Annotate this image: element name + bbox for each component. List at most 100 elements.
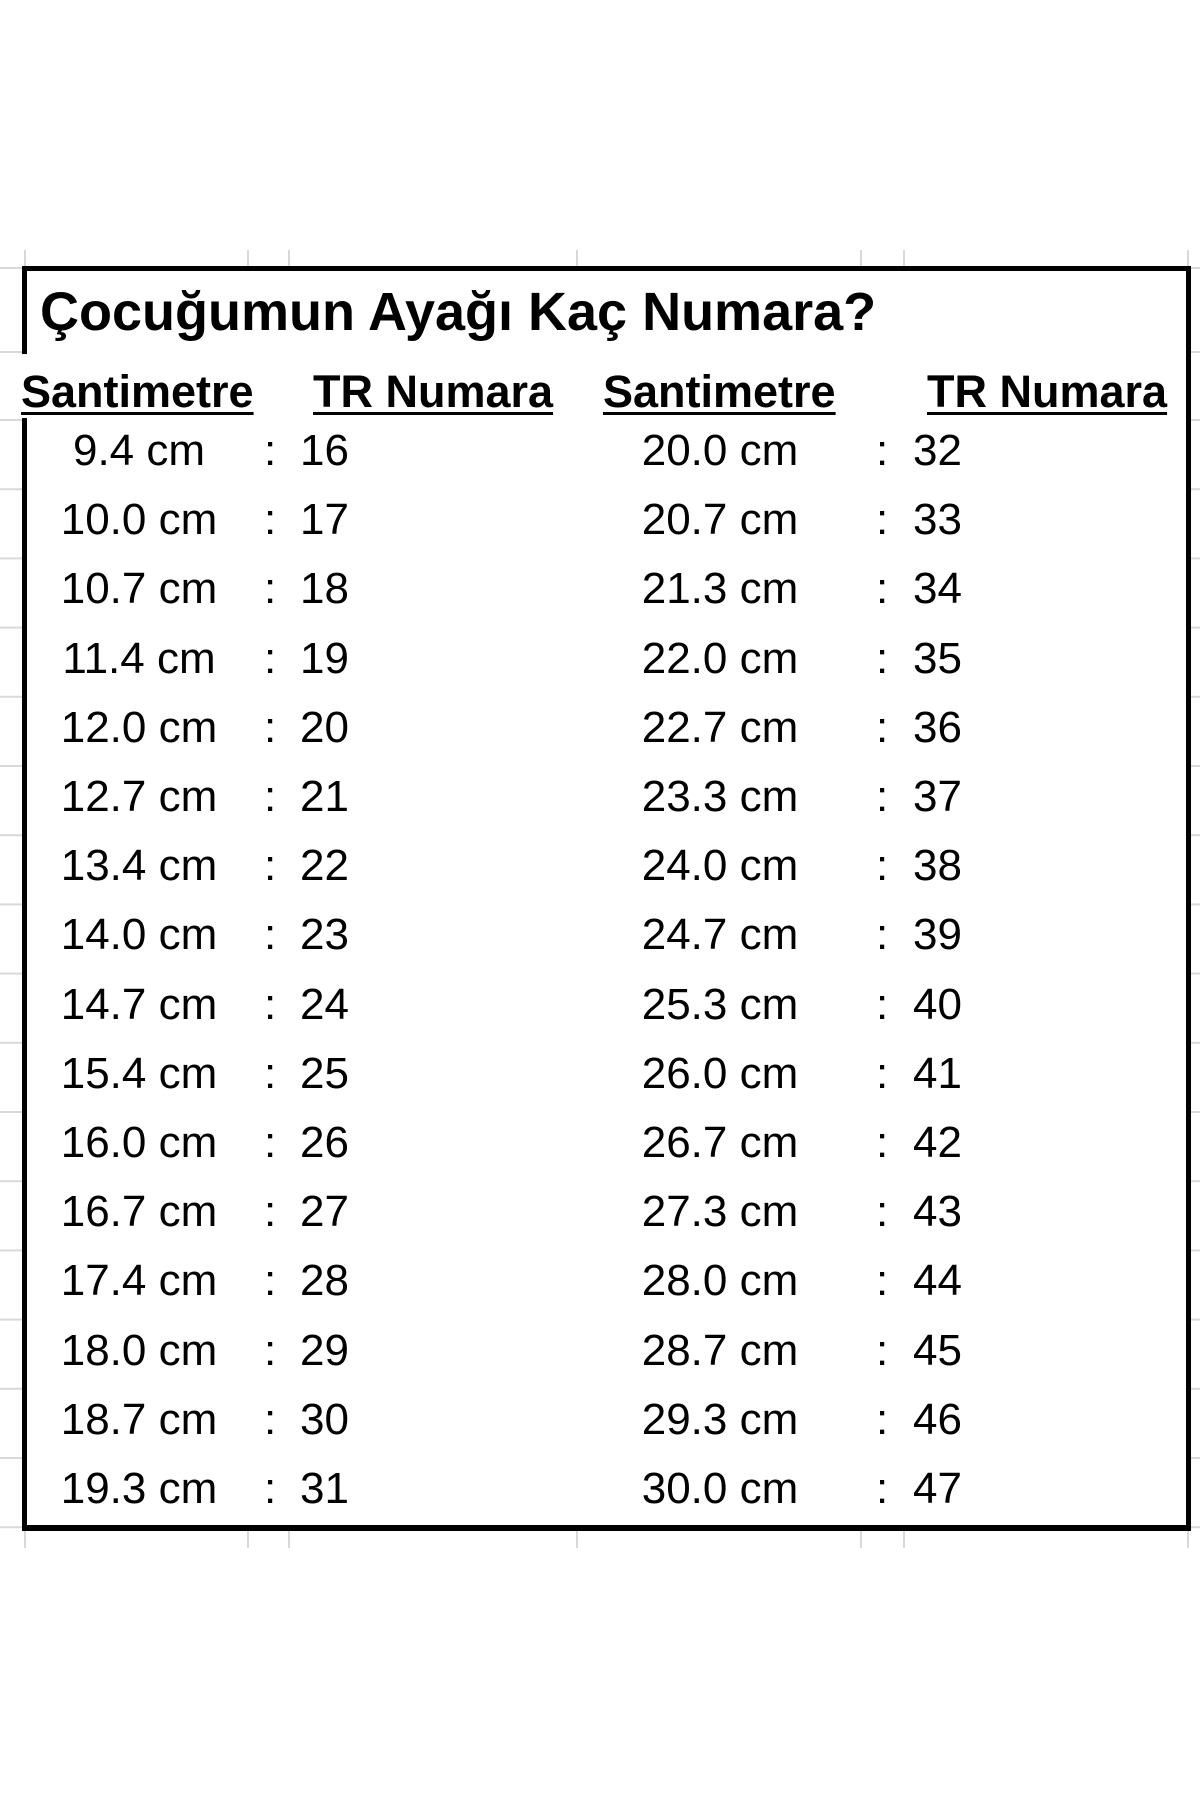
tr-size: 47	[913, 1464, 962, 1513]
table-border-top	[22, 266, 1191, 271]
table-row: 16.0 cm:26 26.7 cm:42	[0, 1108, 1200, 1177]
tr-size: 22	[300, 841, 349, 891]
separator: :	[876, 1256, 889, 1306]
tr-size: 23	[300, 910, 349, 960]
table-row: 10.7 cm:18 21.3 cm:34	[0, 554, 1200, 623]
cm-value: 27.3 cm	[641, 1187, 799, 1237]
separator: :	[876, 1048, 889, 1098]
cm-value: 26.7 cm	[641, 1118, 799, 1167]
cm-value: 25.3 cm	[641, 979, 799, 1029]
header-tr-numara-left: TR Numara	[313, 366, 554, 417]
tr-size: 29	[300, 1325, 349, 1375]
table-border-bottom	[22, 1525, 1191, 1531]
tr-size: 43	[913, 1187, 962, 1237]
tr-size: 44	[913, 1256, 962, 1306]
cm-value: 16.0 cm	[60, 1118, 218, 1167]
table-row: 11.4 cm:19 22.0 cm:35	[0, 624, 1200, 693]
tr-size: 16	[300, 426, 349, 475]
table-row: 15.4 cm:25 26.0 cm:41	[0, 1039, 1200, 1108]
tr-size: 28	[300, 1256, 349, 1306]
cm-value: 18.0 cm	[60, 1325, 218, 1375]
separator: :	[264, 1256, 277, 1306]
separator: :	[264, 1325, 277, 1375]
cm-value: 24.7 cm	[641, 910, 799, 960]
table-row: 19.3 cm:31 30.0 cm:47	[0, 1454, 1200, 1523]
separator: :	[876, 1118, 889, 1167]
separator: :	[264, 841, 277, 891]
table-row: 18.7 cm:30 29.3 cm:46	[0, 1385, 1200, 1454]
tr-size: 21	[300, 772, 349, 821]
tr-size: 17	[300, 495, 349, 545]
separator: :	[264, 910, 277, 960]
separator: :	[264, 495, 277, 545]
header-santimetre-right: Santimetre	[603, 366, 836, 417]
table-row: 13.4 cm:22 24.0 cm:38	[0, 831, 1200, 900]
cm-value: 22.7 cm	[641, 702, 799, 752]
separator: :	[876, 841, 889, 891]
tr-size: 40	[913, 979, 962, 1029]
cm-value: 29.3 cm	[641, 1394, 799, 1444]
table-border-left-title	[22, 266, 27, 354]
cm-value: 14.0 cm	[60, 910, 218, 960]
separator: :	[876, 1394, 889, 1444]
table-row: 16.7 cm:27 27.3 cm:43	[0, 1177, 1200, 1246]
cm-value: 17.4 cm	[60, 1256, 218, 1306]
tr-size: 36	[913, 702, 962, 752]
cm-value: 23.3 cm	[641, 772, 799, 821]
separator: :	[264, 772, 277, 821]
cm-value: 21.3 cm	[641, 564, 799, 614]
tr-size: 39	[913, 910, 962, 960]
header-tr-numara-right: TR Numara	[927, 366, 1168, 417]
cm-value: 26.0 cm	[641, 1048, 799, 1098]
cm-value: 12.7 cm	[60, 772, 218, 821]
tr-size: 46	[913, 1394, 962, 1444]
table-row: 10.0 cm:17 20.7 cm:33	[0, 485, 1200, 554]
page-title: Çocuğumun Ayağı Kaç Numara?	[40, 282, 877, 342]
table-row: 14.0 cm:23 24.7 cm:39	[0, 900, 1200, 969]
separator: :	[876, 1325, 889, 1375]
separator: :	[876, 1187, 889, 1237]
cm-value: 13.4 cm	[60, 841, 218, 891]
tr-size: 20	[300, 702, 349, 752]
separator: :	[264, 1187, 277, 1237]
tr-size: 37	[913, 772, 962, 821]
cm-value: 30.0 cm	[641, 1464, 799, 1513]
table-row: 14.7 cm:24 25.3 cm:40	[0, 970, 1200, 1039]
table-row: 18.0 cm:29 28.7 cm:45	[0, 1316, 1200, 1385]
tr-size: 33	[913, 495, 962, 545]
separator: :	[876, 772, 889, 821]
cm-value: 24.0 cm	[641, 841, 799, 891]
tr-size: 38	[913, 841, 962, 891]
table-row: 12.0 cm:20 22.7 cm:36	[0, 693, 1200, 762]
tr-size: 26	[300, 1118, 349, 1167]
tr-size: 35	[913, 633, 962, 683]
tr-size: 31	[300, 1464, 349, 1513]
table-border-left-body	[22, 418, 27, 1530]
separator: :	[876, 979, 889, 1029]
separator: :	[876, 1464, 889, 1513]
separator: :	[876, 495, 889, 545]
tr-size: 25	[300, 1048, 349, 1098]
table-border-right	[1186, 266, 1191, 1531]
cm-value: 16.7 cm	[60, 1187, 218, 1237]
table-row: 12.7 cm:21 23.3 cm:37	[0, 762, 1200, 831]
cm-value: 28.0 cm	[641, 1256, 799, 1306]
tr-size: 34	[913, 564, 962, 614]
tr-size: 41	[913, 1048, 962, 1098]
separator: :	[264, 1048, 277, 1098]
tr-size: 24	[300, 979, 349, 1029]
tr-size: 18	[300, 564, 349, 614]
separator: :	[876, 564, 889, 614]
separator: :	[264, 702, 277, 752]
separator: :	[264, 633, 277, 683]
separator: :	[876, 702, 889, 752]
separator: :	[264, 1118, 277, 1167]
cm-value: 10.0 cm	[60, 495, 218, 545]
table-row: 17.4 cm:28 28.0 cm:44	[0, 1246, 1200, 1315]
tr-size: 27	[300, 1187, 349, 1237]
header-santimetre-left: Santimetre	[21, 366, 254, 417]
cm-value: 14.7 cm	[60, 979, 218, 1029]
cm-value: 11.4 cm	[62, 633, 216, 683]
separator: :	[876, 426, 889, 475]
